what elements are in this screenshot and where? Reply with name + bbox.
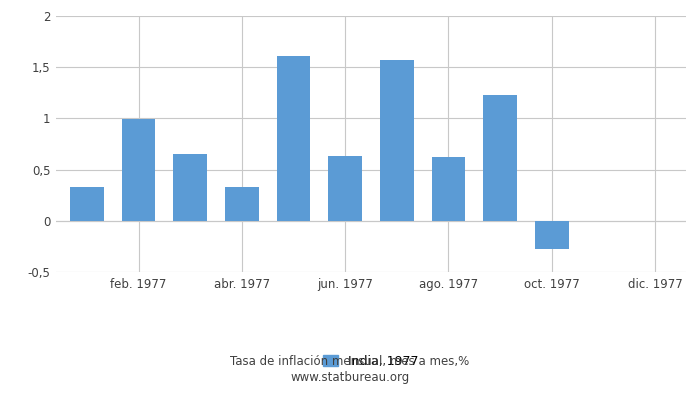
Bar bbox=[122, 120, 155, 221]
Bar bbox=[225, 187, 259, 221]
Bar bbox=[535, 221, 568, 250]
Legend: India, 1977: India, 1977 bbox=[323, 355, 419, 368]
Text: www.statbureau.org: www.statbureau.org bbox=[290, 372, 410, 384]
Text: Tasa de inflación mensual, mes a mes,%: Tasa de inflación mensual, mes a mes,% bbox=[230, 356, 470, 368]
Bar bbox=[276, 56, 310, 221]
Bar bbox=[70, 187, 104, 221]
Bar bbox=[174, 154, 207, 221]
Bar bbox=[380, 60, 414, 221]
Bar bbox=[432, 157, 466, 221]
Bar bbox=[328, 156, 362, 221]
Bar bbox=[483, 95, 517, 221]
